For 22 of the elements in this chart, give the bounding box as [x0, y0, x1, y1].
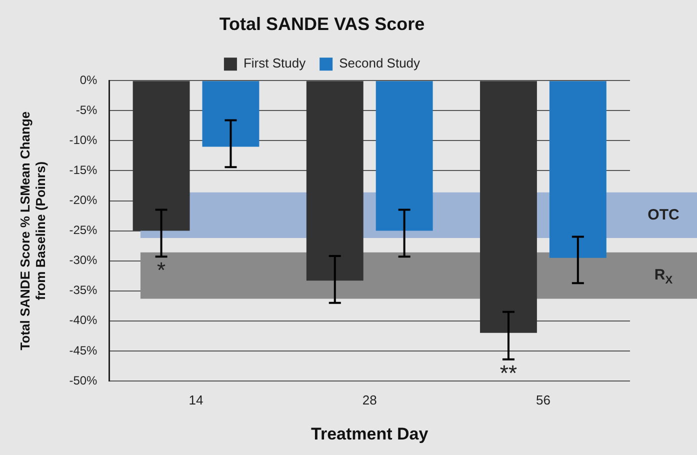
- band-label: OTC: [648, 206, 680, 224]
- legend-label: First Study: [243, 56, 306, 71]
- y-tick-label: -30%: [69, 253, 98, 268]
- y-tick-label: -5%: [76, 102, 98, 117]
- x-axis-title: Treatment Day: [311, 424, 429, 444]
- annotation: *: [157, 258, 166, 283]
- y-tick-label: -20%: [69, 193, 98, 208]
- x-tick-label: 28: [362, 392, 377, 408]
- y-tick-label: -25%: [69, 223, 98, 238]
- y-tick-label: -35%: [69, 283, 98, 298]
- x-tick-label: 14: [188, 392, 204, 408]
- annotation: **: [500, 360, 518, 386]
- y-tick-label: -50%: [69, 373, 98, 388]
- y-tick-label: -40%: [69, 313, 98, 328]
- y-tick-label: -10%: [69, 132, 98, 147]
- chart-title: Total SANDE VAS Score: [219, 14, 425, 34]
- y-tick-label: 0%: [80, 72, 98, 87]
- y-tick-label: -45%: [69, 343, 98, 358]
- y-tick-label: -15%: [69, 163, 98, 178]
- y-axis-title: Total SANDE Score % LSMean Change from Baseline (Poinrs): [17, 111, 48, 350]
- x-tick-label: 56: [536, 392, 550, 408]
- legend-label: Second Study: [339, 56, 421, 71]
